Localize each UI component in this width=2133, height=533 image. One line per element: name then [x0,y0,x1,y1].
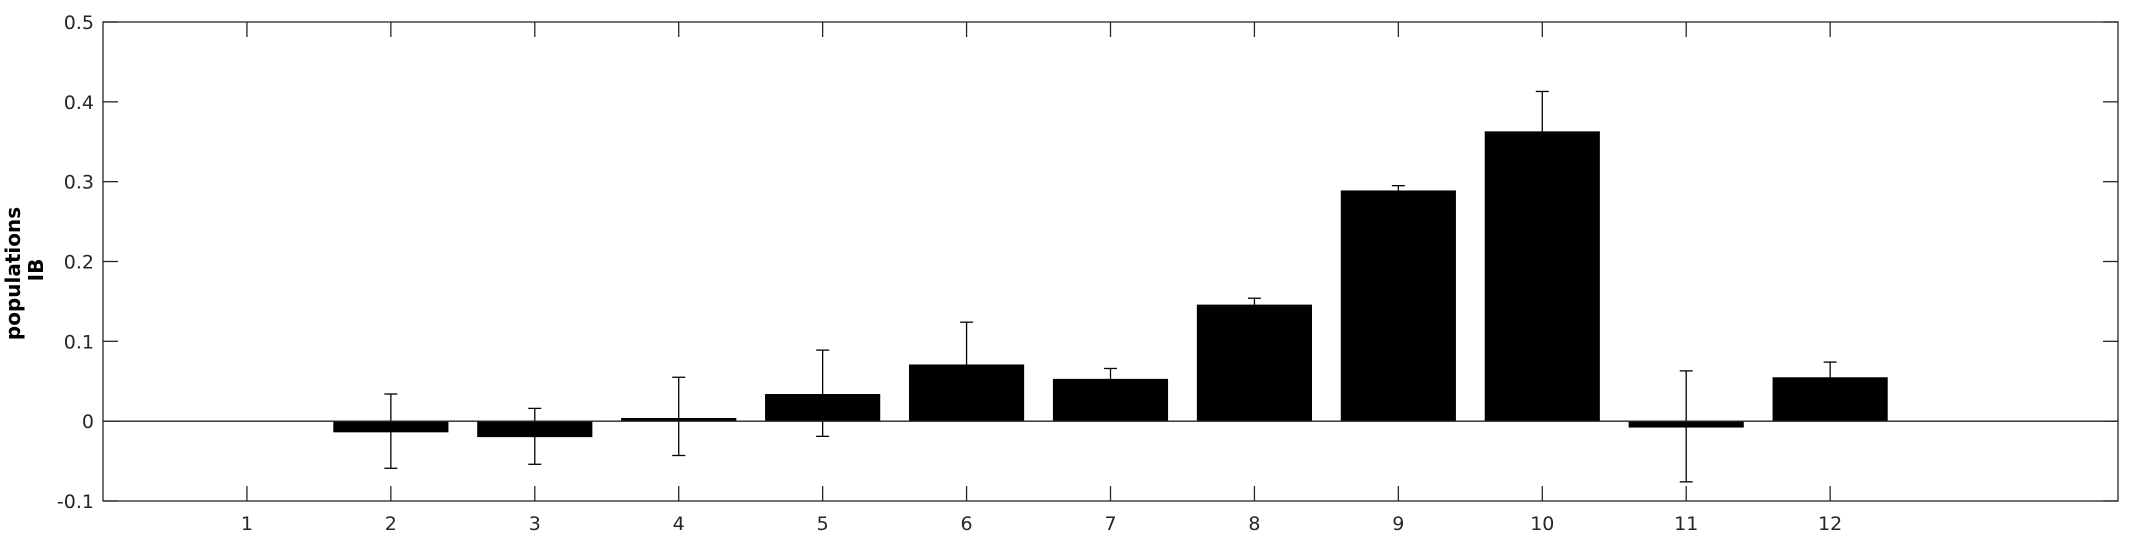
y-tick-label-0: 0 [82,411,94,433]
y-tick-label--0.1: -0.1 [57,491,94,513]
y-tick-label-0.5: 0.5 [64,12,94,34]
bar-9 [1340,190,1456,422]
x-tick-label-7: 7 [1104,513,1116,533]
bars-layer [333,131,1888,438]
x-tick-label-3: 3 [529,513,541,533]
bar-12 [1772,377,1888,422]
error-bars-layer [384,90,1837,483]
y-tick-label-0.2: 0.2 [64,252,94,274]
x-tick-label-12: 12 [1818,513,1842,533]
x-tick-label-6: 6 [961,513,973,533]
y-axis-label-line-2: IB [24,259,48,282]
bar-6 [909,364,1025,422]
bar-10 [1484,131,1600,422]
x-tick-label-9: 9 [1392,513,1404,533]
y-tick-label-0.4: 0.4 [64,92,94,114]
y-axis-label: populations IB [1,200,48,340]
x-tick-label-11: 11 [1674,513,1698,533]
y-tick-label-0.1: 0.1 [64,331,94,353]
x-tick-label-10: 10 [1530,513,1554,533]
x-axis: 1 2 3 4 5 6 7 8 9 10 11 12 [241,22,1842,533]
x-tick-label-4: 4 [673,513,685,533]
bar-7 [1052,378,1169,422]
x-tick-label-2: 2 [385,513,397,533]
y-tick-label-0.3: 0.3 [64,172,94,194]
bar-8 [1196,304,1312,422]
x-tick-label-5: 5 [817,513,829,533]
y-axis-label-line-1: populations [1,207,25,340]
x-tick-label-1: 1 [241,513,253,533]
y-axis: -0.1 0 0.1 0.2 0.3 0.4 0.5 [57,12,2118,513]
x-tick-label-8: 8 [1248,513,1260,533]
